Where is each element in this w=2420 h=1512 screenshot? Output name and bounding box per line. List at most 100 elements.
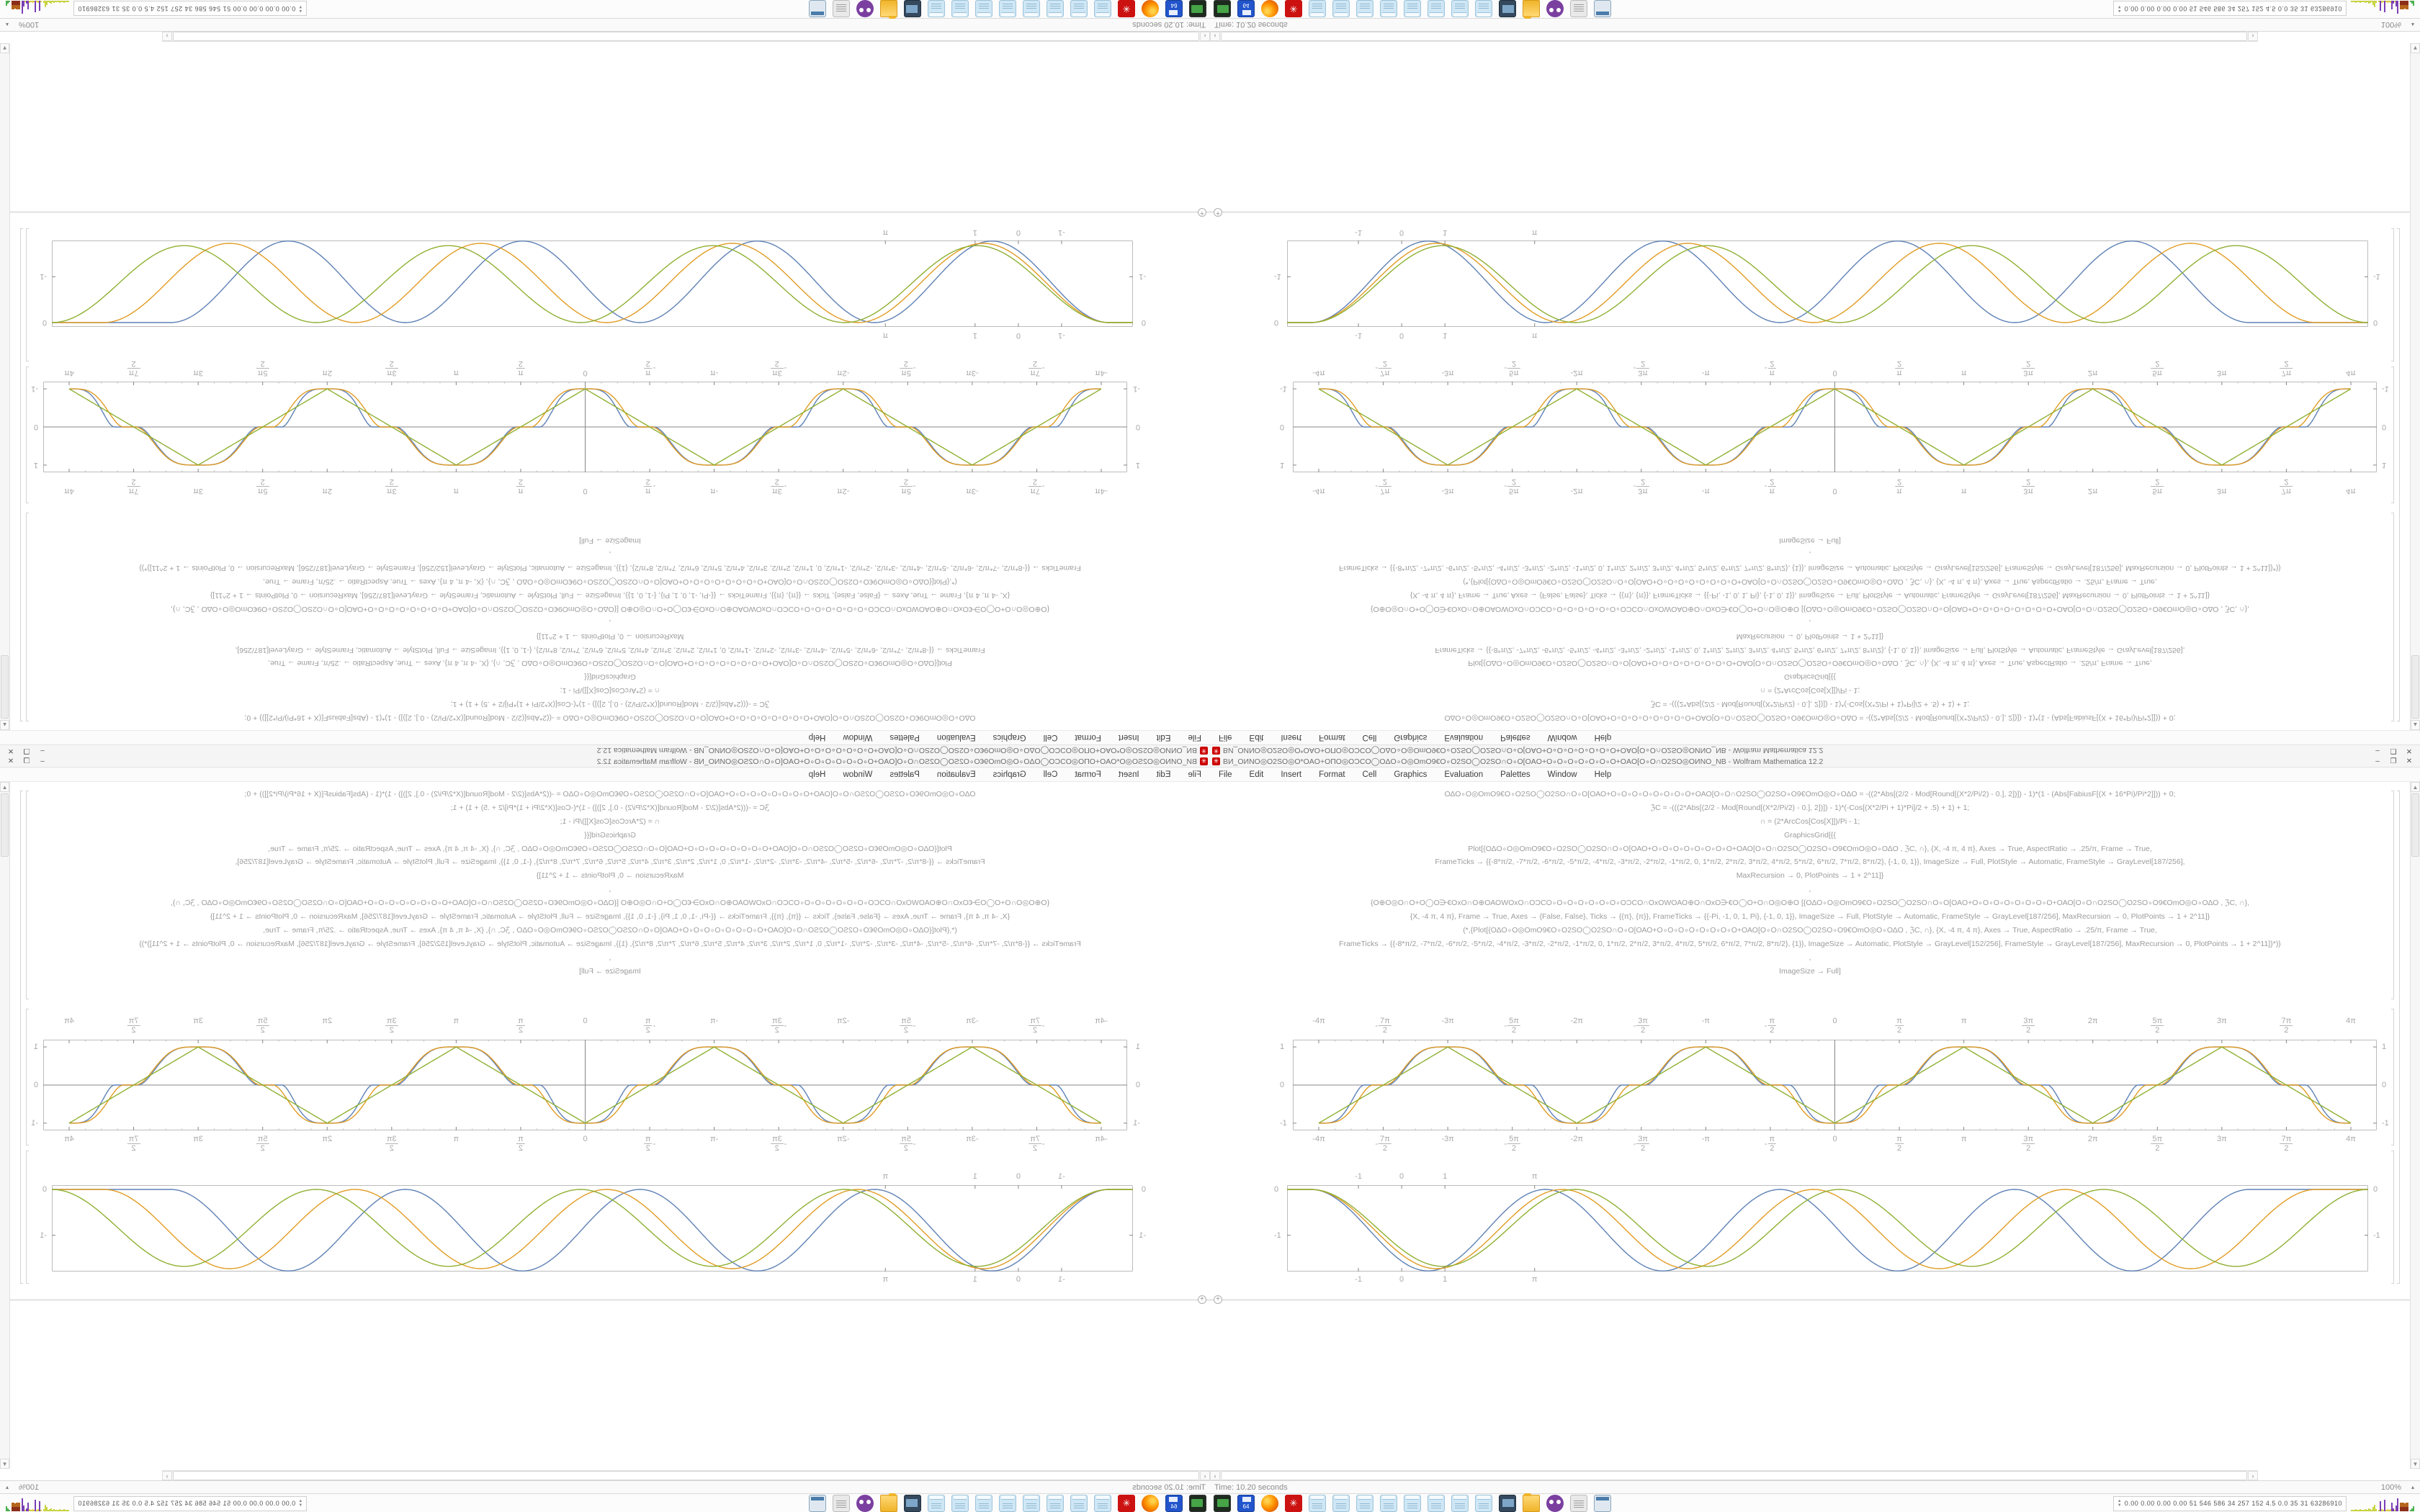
cell-insertion-plus-icon[interactable]: + [1198,208,1206,217]
scroll-icon[interactable] [833,1495,850,1512]
screenshot-icon[interactable] [1499,0,1516,17]
code-line-10[interactable]: {X, -4 π, 4 π}, Frame → True, Axes → {Fa… [1410,912,2210,922]
notepad-icon[interactable] [1047,0,1064,17]
notepad-icon[interactable] [1023,1495,1040,1512]
system-monitor-readout[interactable]: ▲ ▼ 0.00 0.00 0.00 0.00 51 546 586 34 257… [73,1495,308,1511]
code-line-3[interactable]: ∩ = (2*ArcCos[Cos[X]])/Pi - 1; [560,816,660,826]
horizontal-scrollbar-thumb[interactable] [173,1471,1199,1480]
notepad-icon[interactable] [1332,0,1350,17]
menu-item-evaluation[interactable]: Evaluation [936,733,976,742]
cell-insertion-plus-icon[interactable]: + [1214,208,1222,217]
cell-bracket-code[interactable] [2391,791,2394,999]
cell-bracket-group[interactable] [20,791,23,1284]
owl-icon[interactable] [856,0,874,17]
system-monitor-graphs[interactable] [2349,1,2414,17]
menu-item-palettes[interactable]: Palettes [1500,733,1531,742]
code-line-12[interactable]: FrameTicks → {{-8*π/2, -7*π/2, -6*π/2, -… [1339,564,2281,573]
notepad-icon[interactable] [1309,1495,1326,1512]
minimize-button[interactable]: – [2375,747,2380,755]
code-line-1[interactable]: ΟΔΟ∘Ο◎ΟmΟ9€Ο∘Ο2SΟ◯Ο2SΟ∩Ο∘Ο[ΟΑΟ+Ο∘Ο∘Ο∘Ο∘Ο… [244,790,976,798]
menu-item-graphics[interactable]: Graphics [992,770,1026,779]
code-line-13[interactable]: , [1809,953,1811,962]
vertical-scrollbar[interactable]: ▲ ▼ [0,43,10,730]
firefox-icon[interactable] [1261,1495,1278,1512]
code-line-3[interactable]: ∩ = (2*ArcCos[Cos[X]])/Pi - 1; [560,686,660,696]
screenshot-icon[interactable] [904,1495,921,1512]
code-line-4[interactable]: GraphicsGrid[{{ [1784,672,1836,682]
menu-item-evaluation[interactable]: Evaluation [936,770,976,779]
menu-item-evaluation[interactable]: Evaluation [1444,770,1484,779]
code-line-12[interactable]: FrameTicks → {{-8*π/2, -7*π/2, -6*π/2, -… [1339,939,2281,948]
menu-item-help[interactable]: Help [1594,770,1612,779]
cell-bracket-plot-b[interactable] [2391,228,2394,361]
menu-item-graphics[interactable]: Graphics [1394,770,1428,779]
window-titlebar[interactable]: ✳ ВИ_ОИNО◎О2SО◎О*ОΑО+ОПО◎ОϽϹО◯ОΔО∘О◎ОmО9… [1210,744,2420,756]
notepad-icon[interactable] [1332,1495,1350,1512]
code-line-11[interactable]: (*,{Plot[{ΟΔΟ∘Ο◎ΟmΟ9€Ο∘Ο2SΟ◯Ο2SΟ∩Ο∘Ο[ΟΑΟ… [263,577,957,587]
cell-bracket-group[interactable] [2397,791,2400,1284]
code-line-5[interactable]: Plot[{ΟΔΟ∘Ο◎ΟmΟ9€Ο∘Ο2SΟ◯Ο2SΟ∩Ο∘Ο[ΟΑΟ+Ο∘Ο… [268,659,952,668]
firefox-icon[interactable] [1142,0,1159,17]
horizontal-scrollbar[interactable]: ‹ › [162,1470,1210,1480]
scroll-up-icon[interactable]: ▲ [0,782,9,792]
magnification-label[interactable]: 100% [19,20,40,30]
minimize-button[interactable]: – [2375,757,2380,765]
code-line-2[interactable]: ℨC = -(((2*Abs[(2/2 - Mod[Round[(X*2/Pi/… [1650,803,1970,812]
mathematica-icon[interactable] [1118,1495,1135,1512]
menu-item-file[interactable]: File [1188,770,1201,779]
menu-item-window[interactable]: Window [1547,733,1577,742]
scroll-left-icon[interactable]: ‹ [1200,32,1210,41]
firefox-icon[interactable] [1142,1495,1159,1512]
window-blue-icon[interactable] [1594,1495,1611,1512]
menu-item-edit[interactable]: Edit [1249,770,1264,779]
input-cell-code[interactable]: ΟΔΟ∘Ο◎ΟmΟ9€Ο∘Ο2SΟ◯Ο2SΟ∩Ο∘Ο[ΟΑΟ+Ο∘Ο∘Ο∘Ο∘Ο… [10,788,1210,978]
window-titlebar[interactable]: ✳ ВИ_ОИNО◎О2SО◎О*ОΑО+ОПО◎ОϽϹО◯ОΔО∘О◎ОmО9… [0,756,1210,768]
menu-item-window[interactable]: Window [1547,770,1577,779]
scroll-right-icon[interactable]: › [2248,32,2258,41]
menu-item-cell[interactable]: Cell [1362,770,1377,779]
terminal-green-icon[interactable] [1214,0,1231,17]
code-line-7[interactable]: MaxRecursion → 0, PlotPoints → 1 + 2^11]… [1736,871,1884,881]
menu-item-palettes[interactable]: Palettes [889,733,920,742]
code-line-13[interactable]: , [609,550,611,559]
code-line-6[interactable]: FrameTicks → {{-8*π/2, -7*π/2, -6*π/2, -… [235,858,985,867]
vertical-scrollbar[interactable]: ▲ ▼ [0,782,10,1469]
cell-bracket-plot-a[interactable] [2391,1009,2394,1146]
notepad-icon[interactable] [999,0,1016,17]
code-line-7[interactable]: MaxRecursion → 0, PlotPoints → 1 + 2^11]… [1736,631,1884,641]
maximize-button[interactable]: ❐ [23,757,30,765]
close-button[interactable]: ✕ [7,747,14,755]
code-line-10[interactable]: {X, -4 π, 4 π}, Frame → True, Axes → {Fa… [210,590,1010,600]
scroll-down-icon[interactable]: ▼ [2411,43,2420,53]
cell-bracket-plot-a[interactable] [2391,366,2394,503]
notepad-icon[interactable] [1380,0,1397,17]
floppy-64-icon[interactable] [1237,1495,1255,1512]
notepad-icon[interactable] [1070,1495,1088,1512]
horizontal-scrollbar[interactable]: ‹ › [1210,32,2258,42]
code-line-1[interactable]: ΟΔΟ∘Ο◎ΟmΟ9€Ο∘Ο2SΟ◯Ο2SΟ∩Ο∘Ο[ΟΑΟ+Ο∘Ο∘Ο∘Ο∘Ο… [1444,790,2176,798]
popup-indicator-icon[interactable]: ▴ [6,1484,9,1490]
scroll-icon[interactable] [833,0,850,17]
cell-bracket-code[interactable] [26,791,29,999]
code-line-5[interactable]: Plot[{ΟΔΟ∘Ο◎ΟmΟ9€Ο∘Ο2SΟ◯Ο2SΟ∩Ο∘Ο[ΟΑΟ+Ο∘Ο… [1468,844,2152,853]
menu-item-edit[interactable]: Edit [1156,733,1171,742]
code-line-9[interactable]: {Ο⊕Ο◎Ο∩Ο+Ο◯Ο⋺€ΟxΟ∩Ο⊕ΟΑΟWΟxΟ∩ΟϽϹΟ∘Ο∘Ο∘Ο∘Ο… [1370,604,2250,613]
menu-item-format[interactable]: Format [1319,733,1345,742]
menu-item-edit[interactable]: Edit [1249,733,1264,742]
menu-item-file[interactable]: File [1219,770,1232,779]
horizontal-scrollbar-thumb[interactable] [1221,32,2247,41]
code-line-1[interactable]: ΟΔΟ∘Ο◎ΟmΟ9€Ο∘Ο2SΟ◯Ο2SΟ∩Ο∘Ο[ΟΑΟ+Ο∘Ο∘Ο∘Ο∘Ο… [244,714,976,722]
notepad-icon[interactable] [928,1495,945,1512]
minimize-button[interactable]: – [40,757,45,765]
code-line-6[interactable]: FrameTicks → {{-8*π/2, -7*π/2, -6*π/2, -… [235,645,985,654]
mathematica-icon[interactable] [1285,1495,1302,1512]
vertical-scrollbar[interactable]: ▲ ▼ [2410,782,2420,1469]
window-titlebar[interactable]: ✳ ВИ_ОИNО◎О2SО◎О*ОΑО+ОПО◎ОϽϹО◯ОΔО∘О◎ОmО9… [0,744,1210,756]
floppy-64-icon[interactable] [1165,0,1183,17]
menu-item-format[interactable]: Format [1319,770,1345,779]
code-line-13[interactable]: , [1809,550,1811,559]
code-line-11[interactable]: (*,{Plot[{ΟΔΟ∘Ο◎ΟmΟ9€Ο∘Ο2SΟ◯Ο2SΟ∩Ο∘Ο[ΟΑΟ… [1463,925,2157,935]
notepad-icon[interactable] [1404,0,1421,17]
window-blue-icon[interactable] [809,1495,826,1512]
scroll-down-icon[interactable]: ▼ [0,43,9,53]
